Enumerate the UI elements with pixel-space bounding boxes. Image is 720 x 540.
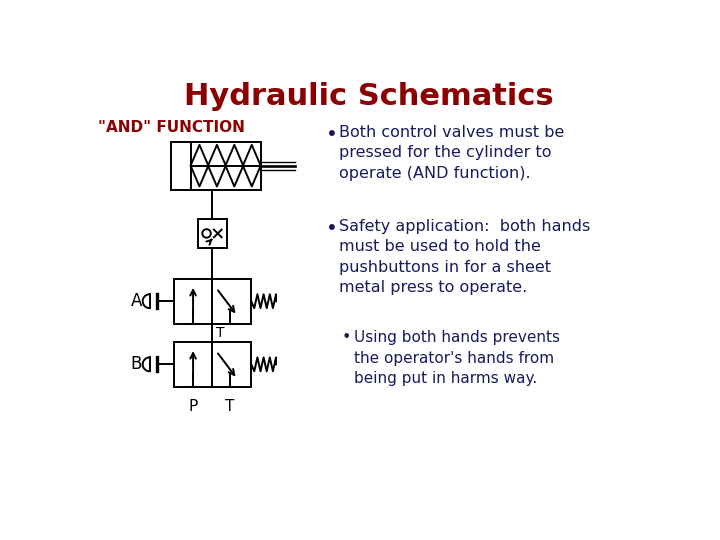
- Text: Hydraulic Schematics: Hydraulic Schematics: [184, 82, 554, 111]
- Text: Safety application:  both hands
must be used to hold the
pushbuttons in for a sh: Safety application: both hands must be u…: [339, 219, 590, 295]
- Text: B: B: [131, 355, 142, 373]
- Text: A: A: [131, 292, 142, 310]
- Bar: [171, 142, 191, 190]
- Text: T: T: [225, 399, 234, 414]
- Text: •: •: [326, 219, 338, 238]
- Circle shape: [202, 229, 211, 238]
- Text: "AND" FUNCTION: "AND" FUNCTION: [98, 120, 245, 135]
- Text: Using both hands prevents
the operator's hands from
being put in harms way.: Using both hands prevents the operator's…: [354, 330, 560, 386]
- Text: •: •: [326, 125, 338, 144]
- Text: T: T: [215, 326, 224, 340]
- Text: P: P: [189, 399, 198, 414]
- Bar: [174, 279, 251, 323]
- Bar: [174, 342, 251, 387]
- Text: •: •: [342, 330, 351, 346]
- Bar: [198, 219, 228, 248]
- Text: Both control valves must be
pressed for the cylinder to
operate (AND function).: Both control valves must be pressed for …: [339, 125, 564, 181]
- Bar: [191, 142, 261, 190]
